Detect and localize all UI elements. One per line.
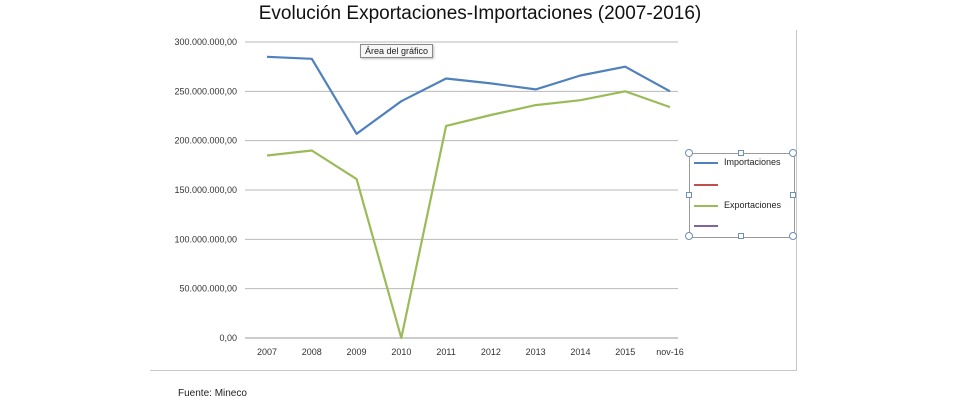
- x-tick-label: 2010: [391, 347, 411, 357]
- series-line-exportaciones[interactable]: [266, 90, 671, 340]
- y-tick-label: 150.000.000,00: [174, 185, 237, 195]
- source-note: Fuente: Mineco: [178, 388, 247, 399]
- legend-label-importaciones: Importaciones: [724, 157, 781, 167]
- x-tick-label: 2013: [526, 347, 546, 357]
- y-tick-label: 250.000.000,00: [174, 86, 237, 96]
- legend-resize-handle-top[interactable]: [738, 150, 744, 156]
- legend-resize-handle-left[interactable]: [686, 192, 692, 198]
- chart-legend[interactable]: Importaciones Exportaciones: [689, 153, 795, 238]
- chart-title: Evolución Exportaciones-Importaciones (2…: [258, 3, 702, 24]
- chart-area-tooltip: Área del gráfico: [360, 44, 434, 58]
- x-tick-label: 2015: [615, 347, 635, 357]
- legend-resize-handle-bottom[interactable]: [738, 233, 744, 239]
- x-tick-label: nov-16: [656, 347, 684, 357]
- legend-line-importaciones: [694, 162, 718, 164]
- y-tick-label: 50.000.000,00: [179, 284, 237, 294]
- x-tick-label: 2009: [347, 347, 367, 357]
- y-tick-label: 200.000.000,00: [174, 136, 237, 146]
- series-line-importaciones[interactable]: [266, 55, 671, 135]
- y-tick-label: 0,00: [219, 333, 237, 343]
- y-tick-label: 100.000.000,00: [174, 234, 237, 244]
- legend-line-exportaciones: [694, 205, 718, 207]
- legend-resize-handle-bottom-right[interactable]: [789, 232, 797, 240]
- y-tick-label: 300.000.000,00: [174, 37, 237, 47]
- x-tick-label: 2008: [302, 347, 322, 357]
- x-tick-label: 2014: [570, 347, 590, 357]
- chart-area-border: [150, 30, 797, 371]
- legend-resize-handle-top-left[interactable]: [685, 149, 693, 157]
- legend-label-exportaciones: Exportaciones: [724, 200, 782, 210]
- x-tick-label: 2007: [257, 347, 277, 357]
- legend-line-series-2: [694, 184, 718, 186]
- x-tick-label: 2012: [481, 347, 501, 357]
- legend-resize-handle-bottom-left[interactable]: [685, 232, 693, 240]
- legend-resize-handle-right[interactable]: [790, 192, 796, 198]
- legend-line-series-4: [694, 225, 718, 227]
- x-tick-label: 2011: [436, 347, 455, 357]
- legend-resize-handle-top-right[interactable]: [789, 149, 797, 157]
